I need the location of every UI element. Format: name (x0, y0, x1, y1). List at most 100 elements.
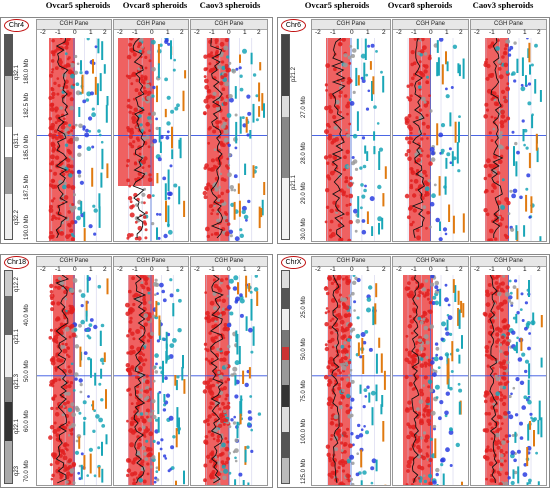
probe-point (203, 166, 208, 170)
probe-point (57, 317, 61, 321)
probe-point (419, 346, 424, 351)
probe-point (410, 170, 416, 176)
probe-point (331, 317, 335, 321)
probe-point (500, 459, 504, 463)
probe-point (246, 94, 251, 99)
probe-point (329, 319, 333, 323)
probe-point (85, 128, 89, 133)
probe-point (325, 205, 330, 209)
segment-trend-line (489, 275, 498, 484)
gene-label-mark (514, 431, 517, 443)
probe-point (142, 89, 148, 95)
tick-label: -2 (315, 266, 321, 273)
gene-label-mark (375, 353, 378, 374)
probe-point (491, 72, 494, 76)
probe-point (78, 123, 83, 129)
gene-label-mark (158, 315, 161, 336)
axis-ticks: -2 -1 0 1 2 (114, 266, 188, 275)
probe-point (147, 50, 151, 55)
probe-point (52, 452, 58, 458)
probe-point (247, 416, 253, 421)
probe-point (507, 410, 511, 415)
probe-point (487, 412, 492, 416)
probe-point (527, 82, 532, 86)
chromosome-ideogram (4, 34, 13, 240)
probe-point (535, 451, 538, 455)
probe-point (505, 86, 510, 92)
probe-point (419, 71, 424, 76)
gene-label-mark (106, 278, 109, 295)
probe-point (140, 388, 144, 392)
probe-point (484, 353, 488, 357)
probe-point (204, 435, 209, 439)
probe-point (142, 275, 147, 280)
probe-point (449, 332, 453, 336)
gene-label-mark (239, 413, 242, 425)
gene-label-mark (252, 103, 255, 123)
gene-label-mark (167, 169, 170, 192)
probe-point (352, 133, 358, 139)
probe-point (527, 399, 532, 405)
probe-point (426, 418, 432, 424)
probe-point (225, 351, 229, 355)
probe-point (50, 178, 55, 184)
probe-point (155, 362, 158, 366)
gene-label-mark (451, 151, 454, 167)
segment-trend-line (210, 38, 223, 239)
gene-label-mark (171, 126, 173, 149)
gene-label-mark (529, 64, 531, 75)
probe-point (327, 310, 330, 313)
probe-point (79, 71, 83, 75)
probe-point (152, 85, 156, 90)
probe-point (226, 222, 231, 226)
gene-label-mark (91, 167, 94, 187)
gene-label-mark (369, 61, 372, 70)
probe-point (427, 464, 431, 468)
probe-point (508, 279, 512, 283)
probe-point (324, 346, 330, 352)
tick-label: 0 (507, 29, 511, 36)
probe-point (348, 322, 353, 327)
axis-ticks: -2 -1 0 1 2 (191, 29, 267, 38)
gene-label-mark (461, 481, 463, 485)
probe-point (341, 389, 345, 393)
probe-point (68, 123, 72, 127)
probe-point (328, 154, 333, 159)
gene-label-mark (92, 400, 95, 411)
probe-point (338, 405, 343, 410)
probe-point (53, 81, 57, 85)
probe-point (69, 228, 74, 233)
probe-point (209, 452, 213, 456)
probe-point (212, 476, 215, 480)
probe-point (254, 275, 258, 278)
tick-label: -2 (40, 29, 46, 36)
probe-point (218, 374, 223, 378)
probe-point (144, 281, 148, 286)
probe-point (220, 191, 224, 196)
probe-point (151, 194, 155, 198)
probe-point (425, 340, 430, 345)
probe-point (330, 434, 334, 437)
tick-label: 2 (103, 266, 107, 273)
gene-label-mark (83, 211, 86, 228)
probe-point (203, 419, 207, 424)
probe-point (49, 283, 54, 289)
probe-point (328, 228, 332, 232)
probe-point (223, 73, 228, 78)
probe-point (211, 470, 216, 474)
probe-point (225, 404, 231, 410)
probe-point (519, 308, 523, 311)
gene-label-mark (237, 282, 239, 295)
tick-label: -1 (411, 29, 417, 36)
probe-point (406, 84, 410, 88)
probe-point (82, 99, 87, 104)
gene-label-mark (244, 449, 247, 463)
gene-label-mark (248, 367, 251, 379)
probe-point (484, 411, 489, 416)
gene-label-mark (100, 172, 103, 188)
probe-point (203, 75, 207, 79)
probe-point (214, 51, 219, 55)
probe-point (227, 401, 231, 405)
gene-label-mark (520, 338, 523, 351)
probe-point (332, 115, 337, 120)
